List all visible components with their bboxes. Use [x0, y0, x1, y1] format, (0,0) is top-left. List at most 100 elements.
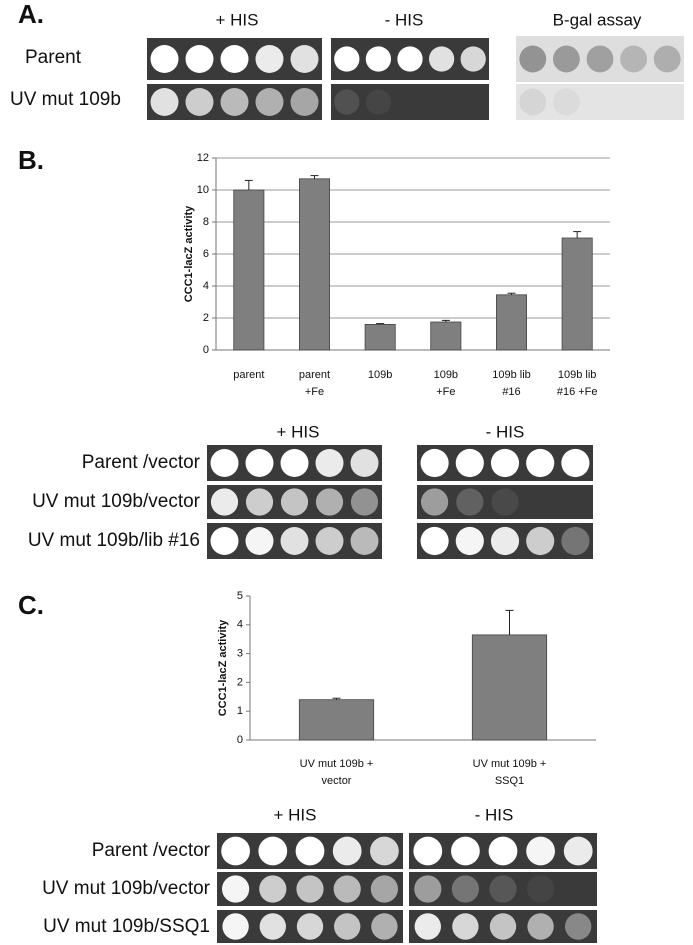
colony-spot [280, 449, 309, 477]
colony-spot [413, 836, 443, 866]
panel-label: A. [18, 0, 44, 29]
bar [298, 178, 331, 351]
colony-spot [563, 836, 593, 866]
colony-spot [259, 875, 287, 903]
colony-spot [295, 836, 325, 866]
y-tick-label: 10 [197, 184, 209, 196]
colony-spot [222, 913, 249, 940]
colony-spot [586, 45, 614, 73]
x-tick-label: #16 +Fe [557, 386, 598, 398]
x-tick-label: 109b [368, 369, 392, 381]
colony-spot [210, 527, 239, 555]
y-axis-label: CCC1-lacZ activity [217, 619, 229, 716]
plate-header: B-gal assay [553, 10, 642, 29]
row-label: Parent /vector [82, 452, 201, 473]
colony-spot [350, 488, 379, 516]
colony-spot [350, 449, 379, 477]
x-tick-label: 109b [434, 369, 458, 381]
colony-spot [519, 88, 547, 116]
colony-spot [490, 448, 520, 478]
colony-spot [290, 45, 319, 73]
colony-spot [315, 449, 344, 477]
colony-spot [185, 88, 214, 116]
colony-spot [332, 836, 362, 866]
colony-spot [259, 913, 286, 940]
colony-spot [421, 488, 449, 516]
colony-spot [397, 46, 423, 72]
colony-spot [350, 527, 379, 555]
colony-spot [255, 88, 284, 116]
row-label: UV mut 109b/lib #16 [28, 530, 200, 551]
bar [364, 323, 396, 351]
row-label: UV mut 109b/vector [32, 491, 201, 512]
colony-spot [255, 45, 284, 73]
y-tick-label: 3 [237, 648, 243, 660]
x-tick-label: +Fe [436, 386, 455, 398]
colony-spot [519, 45, 547, 73]
colony-spot [489, 875, 517, 903]
y-tick-label: 6 [203, 248, 209, 260]
colony-spot [221, 836, 251, 866]
y-tick-label: 8 [203, 216, 209, 228]
colony-spot [420, 448, 449, 478]
colony-spot [370, 836, 399, 866]
colony-spot [527, 875, 555, 903]
bar [430, 321, 462, 351]
x-tick-label: SSQ1 [495, 775, 524, 787]
colony-spot [460, 46, 486, 72]
y-axis-label: CCC1-lacZ activity [183, 205, 195, 302]
colony-spot [296, 913, 324, 940]
colony-spot [296, 875, 324, 903]
colony-spot [371, 913, 398, 940]
y-tick-label: 5 [237, 590, 243, 602]
colony-spot [455, 526, 484, 556]
colony-spot [489, 913, 517, 940]
colony-spot [452, 913, 479, 940]
colony-spot [414, 875, 442, 903]
colony-spot [258, 836, 288, 866]
colony-spot [620, 45, 648, 73]
colony-spot [488, 836, 518, 866]
plate [331, 84, 489, 120]
colony-spot [334, 913, 361, 940]
bar [298, 699, 375, 741]
colony-spot [526, 526, 555, 556]
row-label: Parent /vector [92, 840, 211, 861]
panel-label: C. [18, 590, 44, 620]
colony-spot [150, 88, 179, 116]
plate-header: + HIS [274, 805, 317, 824]
colony-spot [220, 45, 249, 73]
y-tick-label: 12 [197, 152, 209, 164]
x-tick-label: UV mut 109b + [473, 758, 547, 770]
panel-label: B. [18, 145, 44, 175]
x-tick-label: parent [233, 369, 264, 381]
colony-spot [451, 836, 480, 866]
plate-header: - HIS [475, 805, 514, 824]
y-tick-label: 4 [203, 280, 209, 292]
x-tick-label: UV mut 109b + [300, 758, 374, 770]
colony-spot [420, 526, 449, 556]
bar [233, 189, 265, 351]
colony-spot [456, 488, 484, 516]
x-tick-label: parent [299, 369, 330, 381]
colony-spot [150, 45, 179, 73]
y-tick-label: 2 [237, 676, 243, 688]
colony-spot [552, 88, 580, 116]
plate [516, 84, 684, 120]
plate-header: - HIS [486, 422, 525, 441]
colony-spot [334, 89, 360, 115]
row-label: Parent [25, 47, 82, 68]
colony-spot [414, 913, 441, 940]
colony-spot [526, 448, 555, 478]
colony-spot [220, 88, 249, 116]
y-tick-label: 1 [237, 705, 243, 717]
colony-spot [334, 46, 360, 72]
colony-spot [561, 448, 590, 478]
bar [471, 634, 548, 741]
x-tick-label: +Fe [305, 386, 324, 398]
colony-spot [370, 875, 398, 903]
colony-spot [451, 875, 479, 903]
colony-spot [210, 488, 239, 516]
row-label: UV mut 109b/vector [42, 878, 211, 899]
